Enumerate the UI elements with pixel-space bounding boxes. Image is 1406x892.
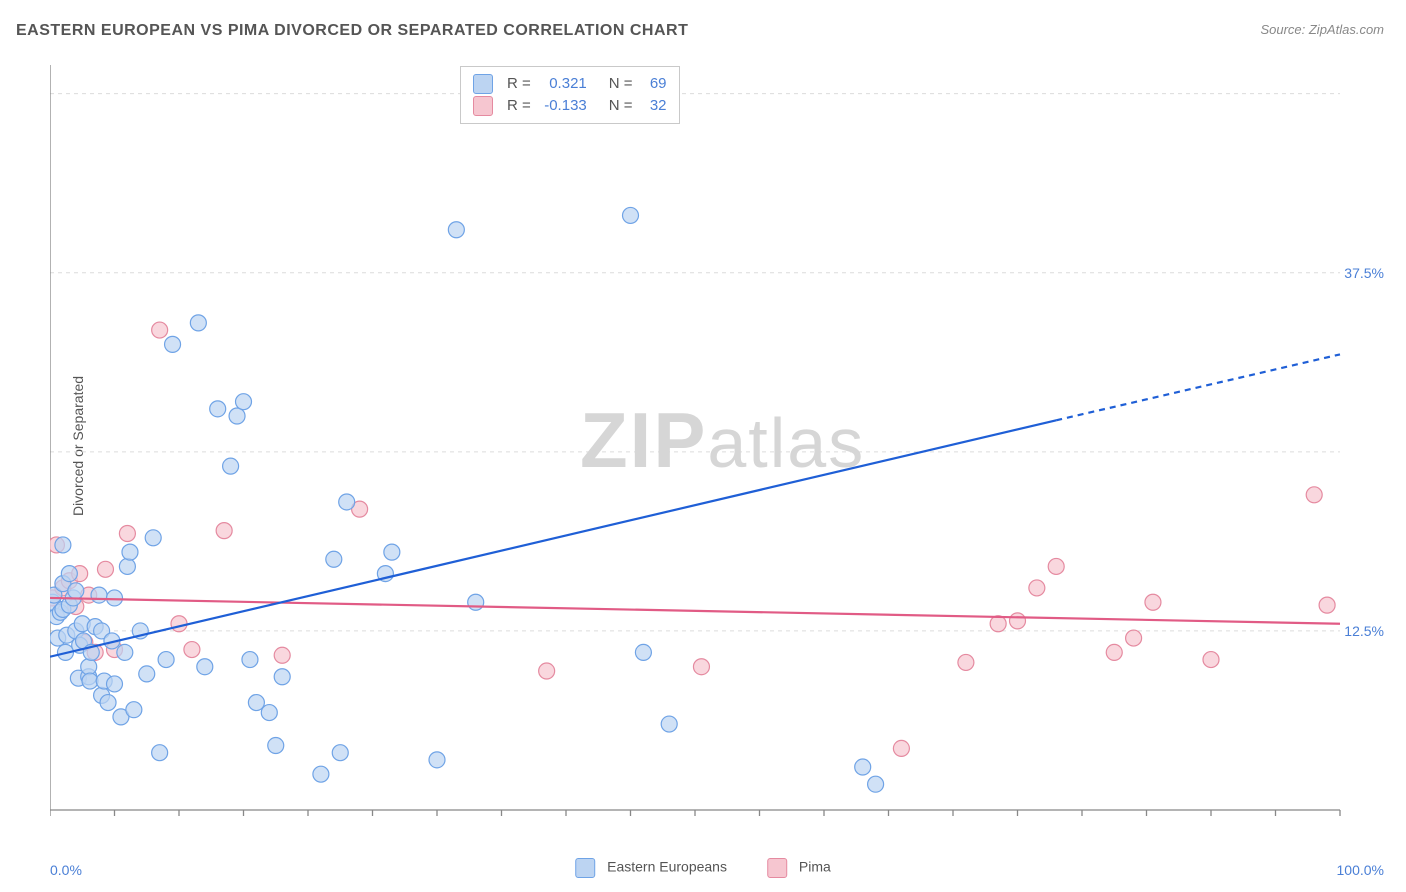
legend-row: R = -0.133 N = 32 [473,95,667,117]
r-value: 0.321 [537,73,587,95]
legend-item: Pima [767,858,831,878]
swatch-icon [473,96,493,116]
swatch-icon [473,74,493,94]
swatch-icon [767,858,787,878]
source-label: Source: ZipAtlas.com [1260,22,1384,37]
r-label: R = [507,73,531,95]
chart-title: EASTERN EUROPEAN VS PIMA DIVORCED OR SEP… [16,22,688,40]
x-tick-label-max: 100.0% [1337,862,1384,878]
scatter-plot [50,60,1350,840]
n-value: 32 [639,95,667,117]
n-label: N = [609,95,633,117]
n-label: N = [609,73,633,95]
legend-label: Pima [799,859,831,875]
legend-label: Eastern Europeans [607,859,727,875]
n-value: 69 [639,73,667,95]
swatch-icon [575,858,595,878]
y-tick-label: 12.5% [1344,623,1384,639]
correlation-legend: R = 0.321 N = 69 R = -0.133 N = 32 [460,66,680,124]
y-tick-label: 37.5% [1344,265,1384,281]
legend-row: R = 0.321 N = 69 [473,73,667,95]
r-value: -0.133 [537,95,587,117]
r-label: R = [507,95,531,117]
legend-item: Eastern Europeans [575,858,727,878]
series-legend: Eastern Europeans Pima [575,858,831,878]
x-tick-label-min: 0.0% [50,862,82,878]
